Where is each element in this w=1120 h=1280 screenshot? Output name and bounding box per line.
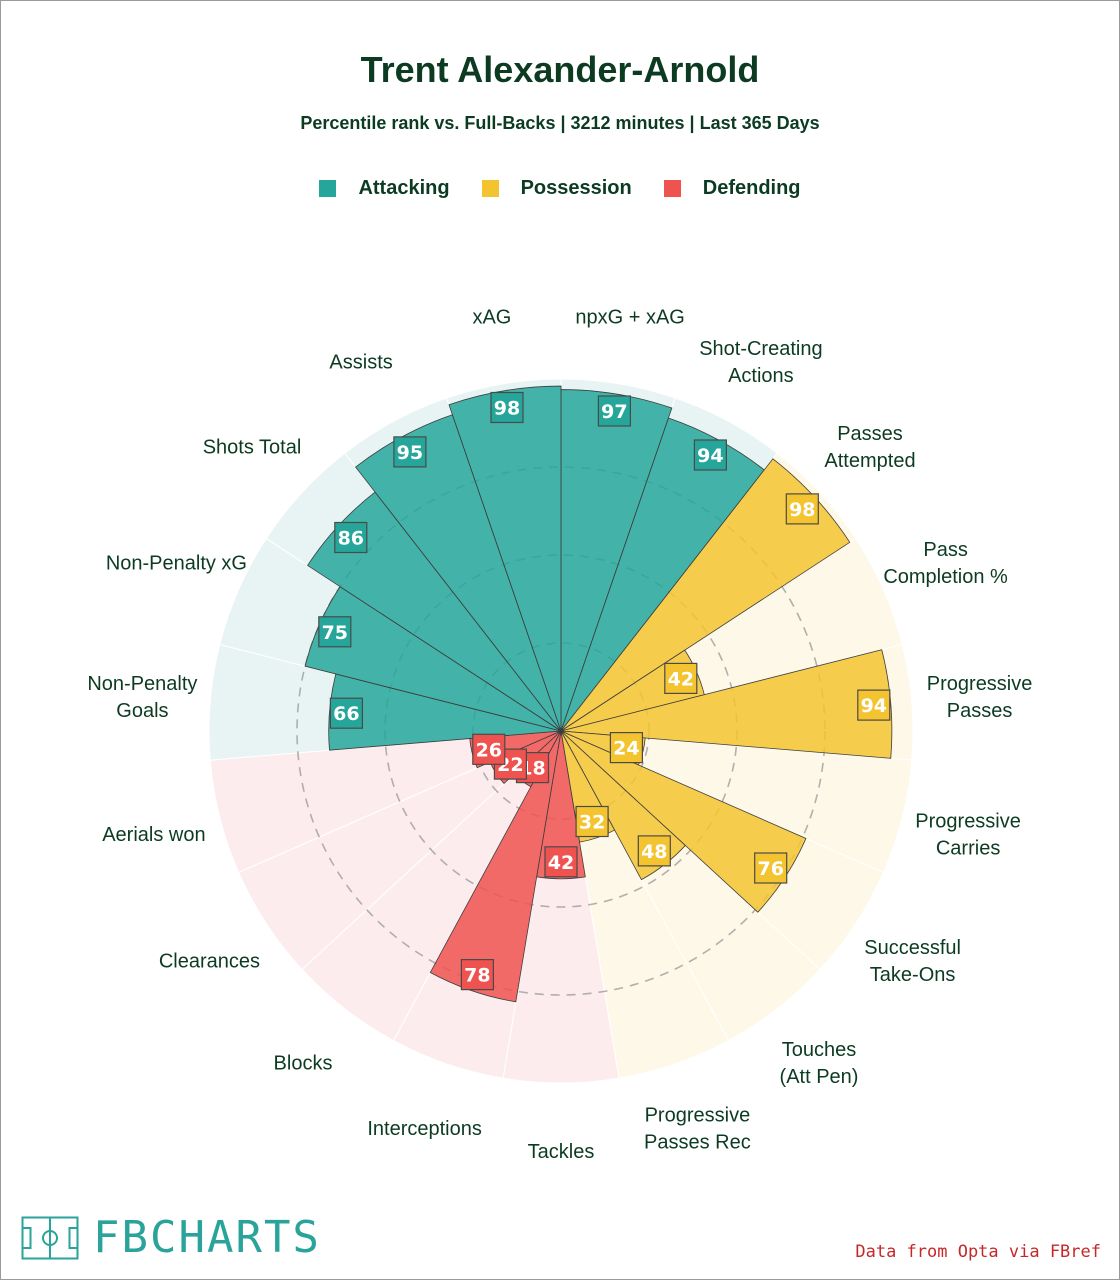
legend-label-defending: Defending [702,177,801,199]
value-label-npxg-xag: 97 [597,395,632,427]
metric-label-non-penalty-xg: Non-Penalty xG [106,552,247,574]
brand-logo: FBCHARTS [21,1216,321,1260]
svg-text:76: 76 [757,858,783,880]
value-label-pass-completion: 42 [664,662,698,695]
metric-label-assists: Assists [329,352,392,374]
legend-item-possession: Possession [481,177,632,200]
svg-text:26: 26 [476,739,502,761]
svg-text:48: 48 [641,841,667,863]
metric-label-blocks: Blocks [274,1052,333,1074]
chart-subtitle: Percentile rank vs. Full-Backs | 3212 mi… [300,113,820,133]
metric-label-progressive-passes-rec: Progressive Passes Rec [644,1105,751,1154]
value-label-shot-creating-actions: 94 [693,439,728,471]
value-label-assists: 95 [393,436,427,468]
value-label-successful-take-ons: 76 [754,852,788,884]
svg-text:98: 98 [494,398,520,420]
legend-label-attacking: Attacking [358,177,450,199]
metric-label-interceptions: Interceptions [367,1118,482,1140]
bar-xag [448,385,562,732]
metric-label-progressive-passes: Progressive Passes [927,673,1033,722]
value-label-non-penalty-goals: 66 [329,697,363,729]
value-label-aerials-won: 26 [472,733,506,765]
svg-text:98: 98 [789,499,815,521]
svg-text:78: 78 [464,965,490,987]
bar-progressive-passes [560,649,893,759]
metric-label-non-penalty-goals: Non-Penalty Goals [87,673,197,722]
metric-label-shot-creating-actions: Shot-Creating Actions [699,338,822,387]
bar-interceptions [429,730,562,1003]
value-label-non-penalty-xg: 75 [318,616,352,648]
metric-label-touches-att-pen: Touches (Att Pen) [780,1039,859,1088]
metric-label-npxg-xag: npxG + xAG [575,307,685,329]
legend-swatch-attacking [319,180,337,197]
value-label-progressive-passes: 94 [857,689,891,721]
metric-label-pass-completion: Pass Completion % [883,539,1008,588]
legend-swatch-possession [481,180,499,197]
value-label-tackles: 42 [544,846,578,878]
legend-item-attacking: Attacking [319,177,450,200]
legend-label-possession: Possession [520,177,632,199]
svg-text:42: 42 [668,668,694,690]
svg-text:94: 94 [861,695,887,717]
chart-title: Trent Alexander-Arnold [360,49,760,90]
svg-text:42: 42 [548,852,574,874]
metric-label-progressive-carries: Progressive Carries [915,811,1021,860]
value-label-shots-total: 86 [334,521,368,554]
metric-label-clearances: Clearances [159,951,260,973]
legend: Attacking Possession Defending [1,177,1119,200]
metric-label-xag: xAG [472,307,511,329]
metric-label-shots-total: Shots Total [203,437,302,459]
value-label-passes-attempted: 98 [785,493,819,525]
svg-text:24: 24 [613,738,639,760]
value-label-progressive-passes-rec: 32 [575,805,609,838]
value-label-touches-att-pen: 48 [637,835,671,867]
value-label-xag: 98 [490,391,524,424]
value-label-interceptions: 78 [460,958,494,991]
metric-label-tackles: Tackles [528,1141,595,1163]
svg-text:32: 32 [579,812,605,834]
svg-text:86: 86 [338,528,364,550]
brand-name: FBCHARTS [93,1212,321,1263]
pitch-icon [21,1216,79,1260]
value-label-progressive-carries: 24 [609,731,644,764]
svg-text:94: 94 [697,445,723,467]
metric-label-successful-take-ons: Successful Take-Ons [864,937,961,986]
legend-swatch-defending [663,180,681,197]
svg-text:66: 66 [333,703,359,725]
svg-text:97: 97 [601,401,627,423]
legend-item-defending: Defending [663,177,801,200]
svg-text:95: 95 [397,442,423,464]
metric-label-passes-attempted: Passes Attempted [824,423,915,472]
svg-text:75: 75 [322,622,348,644]
source-note: Data from Opta via FBref [855,1242,1101,1262]
metric-label-aerials-won: Aerials won [102,824,205,846]
